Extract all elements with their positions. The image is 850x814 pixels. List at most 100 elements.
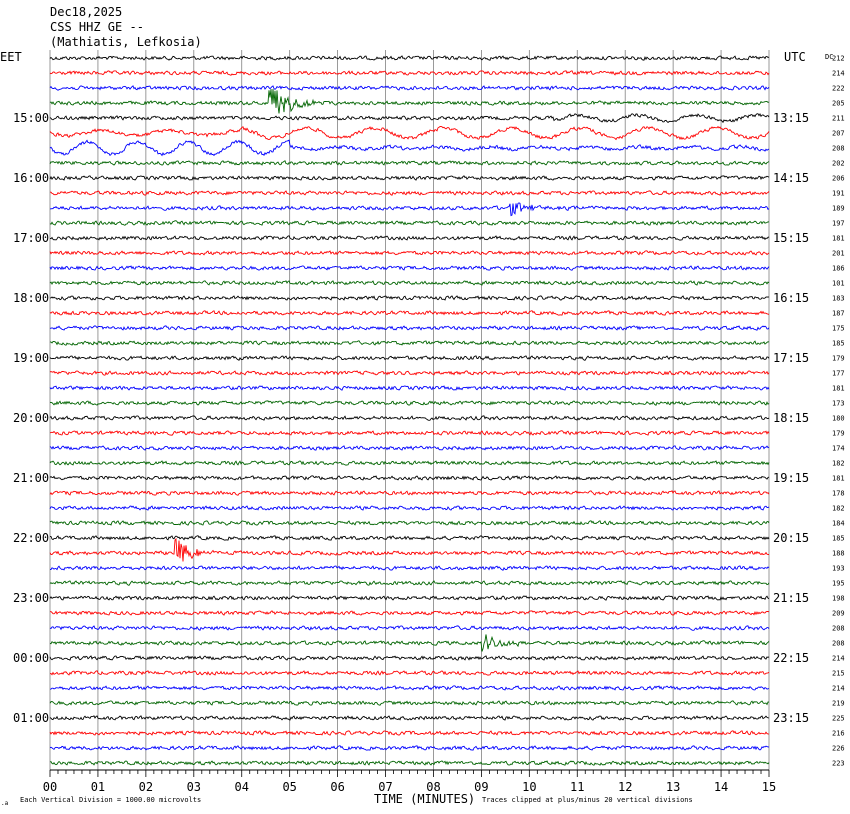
x-tick-label: 02 [139, 780, 153, 794]
dc-offset-label: 208 [832, 625, 845, 633]
trace-41 [49, 670, 770, 676]
dc-offset-label: 186 [832, 265, 845, 273]
trace-5 [49, 125, 770, 141]
trace-4 [49, 113, 770, 124]
dc-offset-label: 175 [832, 325, 845, 333]
right-timezone-label: UTC [784, 50, 806, 64]
hour-label-left: 15:00 [13, 111, 49, 125]
dc-offset-label: 225 [832, 715, 845, 723]
trace-35 [49, 580, 770, 586]
dc-offset-label: 223 [832, 760, 845, 768]
dc-offset-label: 202 [832, 160, 845, 168]
dc-offset-label: 177 [832, 370, 845, 378]
left-timezone-label: EET [0, 50, 22, 64]
trace-31 [49, 520, 770, 526]
hour-label-left: 21:00 [13, 471, 49, 485]
trace-18 [49, 325, 770, 331]
dc-offset-label: 211 [832, 115, 845, 123]
clip-note: Traces clipped at plus/minus 20 vertical… [482, 796, 693, 804]
trace-11 [49, 220, 770, 226]
dc-offset-label: 214 [832, 655, 845, 663]
trace-33 [49, 537, 770, 562]
dc-offset-label: 182 [832, 460, 845, 468]
x-tick-label: 15 [762, 780, 776, 794]
trace-27 [49, 460, 770, 466]
x-tick-label: 14 [714, 780, 728, 794]
dc-offset-label: 187 [832, 310, 845, 318]
trace-45 [49, 730, 770, 736]
dc-offset-label: 173 [832, 400, 845, 408]
dc-offset-label: 101 [832, 280, 845, 288]
trace-34 [50, 565, 770, 571]
dc-offset-label: 181 [832, 475, 845, 483]
trace-28 [49, 475, 770, 481]
hour-label-left: 20:00 [13, 411, 49, 425]
x-axis: 00 01 02 03 04 05 06 07 08 09 10 11 12 13 14 15 [43, 769, 776, 794]
dc-offset-label: 209 [832, 610, 845, 618]
hour-label-right: 13:15 [773, 111, 809, 125]
trace-2 [49, 85, 770, 91]
dc-offset-label: 198 [832, 595, 845, 603]
x-axis-label: TIME (MINUTES) [374, 792, 475, 806]
dc-offset-label: 226 [832, 745, 845, 753]
trace-24 [49, 415, 770, 421]
dc-offset-label: 195 [832, 580, 845, 588]
x-tick-label: 04 [235, 780, 249, 794]
x-tick-label: 03 [187, 780, 201, 794]
trace-21 [49, 370, 770, 376]
trace-3 [49, 88, 770, 114]
trace-32 [49, 535, 770, 541]
header-date: Dec18,2025 [50, 5, 122, 19]
x-tick-label: 06 [330, 780, 344, 794]
trace-16 [49, 295, 770, 301]
dc-offset-label: 193 [832, 565, 845, 573]
dc-offset-label: 185 [832, 340, 845, 348]
header-station: CSS HHZ GE -- [50, 20, 144, 34]
dc-offset-label: 214 [832, 70, 845, 78]
trace-40 [49, 655, 770, 661]
hour-label-right: 20:15 [773, 531, 809, 545]
x-tick-label: 07 [378, 780, 392, 794]
dc-offset-label: 179 [832, 355, 845, 363]
x-tick-label: 01 [91, 780, 105, 794]
hour-label-right: 16:15 [773, 291, 809, 305]
hour-label-right: 22:15 [773, 651, 809, 665]
dc-offset-label: 207 [832, 130, 845, 138]
dc-offset-label: 208 [832, 145, 845, 153]
x-tick-label: 00 [43, 780, 57, 794]
hour-label-right: 17:15 [773, 351, 809, 365]
trace-0 [49, 55, 770, 61]
trace-1 [49, 70, 770, 76]
dc-offset-label: 206 [832, 175, 845, 183]
trace-42 [49, 685, 770, 691]
trace-15 [49, 280, 770, 286]
scale-note: Each Vertical Division = 1000.00 microvo… [20, 796, 201, 804]
hour-label-left: 18:00 [13, 291, 49, 305]
dc-offset-label: 216 [832, 730, 845, 738]
dc-offset-label: 191 [832, 190, 845, 198]
dc-offset-label: 179 [832, 430, 845, 438]
trace-10 [49, 202, 770, 217]
hour-label-right: 15:15 [773, 231, 809, 245]
header-location: (Mathiatis, Lefkosia) [50, 35, 202, 49]
x-tick-label: 13 [666, 780, 680, 794]
dc-offset-label: 174 [832, 445, 845, 453]
x-tick-label: 11 [570, 780, 584, 794]
dc-offset-label: 219 [832, 700, 845, 708]
hour-label-left: 22:00 [13, 531, 49, 545]
trace-39 [49, 634, 770, 652]
dc-offset-label: 184 [832, 520, 845, 528]
trace-19 [49, 340, 770, 346]
dc-offset-label: 222 [832, 85, 845, 93]
trace-47 [49, 760, 770, 766]
trace-17 [49, 310, 770, 316]
trace-8 [49, 175, 770, 181]
dc-offset-group: 212 214 222 205 211 207 208 202 206 191 189 197 181 2… [832, 55, 845, 768]
hour-label-left: 17:00 [13, 231, 49, 245]
hour-label-group: 15:00 16:00 17:00 18:00 19:00 20:00 21:00 22:00… [13, 111, 809, 725]
trace-37 [49, 610, 770, 616]
trace-30 [49, 505, 770, 511]
hour-label-left: 01:00 [13, 711, 49, 725]
dc-offset-label: 185 [832, 535, 845, 543]
trace-9 [49, 190, 770, 196]
